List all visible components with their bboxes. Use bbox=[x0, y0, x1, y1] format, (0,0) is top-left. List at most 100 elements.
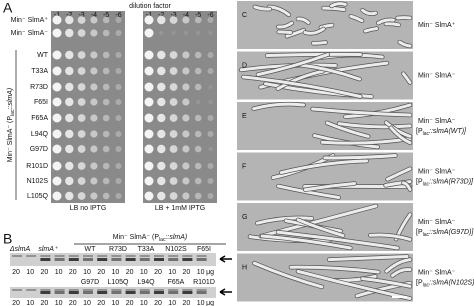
dilution-label: -5 bbox=[103, 12, 109, 19]
growth-spot bbox=[52, 66, 62, 76]
growth-spot bbox=[90, 98, 98, 106]
band bbox=[54, 291, 65, 294]
growth-spot bbox=[52, 82, 62, 92]
cell bbox=[252, 261, 324, 289]
growth-spot bbox=[144, 161, 154, 171]
growth-spot bbox=[194, 145, 202, 153]
label-subscript: lac bbox=[423, 131, 430, 137]
growth-spot bbox=[144, 191, 154, 201]
plate bbox=[143, 11, 217, 203]
growth-spot bbox=[207, 52, 214, 58]
row-label: R73D bbox=[30, 84, 48, 91]
growth-spot bbox=[77, 51, 86, 59]
band bbox=[182, 291, 193, 294]
dilution-label: -1 bbox=[146, 12, 152, 19]
band bbox=[139, 289, 150, 291]
growth-spot bbox=[207, 193, 214, 199]
band bbox=[154, 289, 164, 291]
cell bbox=[322, 6, 346, 12]
loading-amount: 10 bbox=[168, 269, 176, 276]
growth-spot bbox=[169, 162, 178, 170]
growth-spot bbox=[207, 163, 214, 169]
cell bbox=[265, 52, 362, 58]
loading-amount: 10 bbox=[55, 300, 63, 306]
cell bbox=[256, 53, 330, 77]
growth-spot bbox=[196, 31, 201, 35]
growth-spot bbox=[194, 51, 202, 59]
cell bbox=[385, 258, 412, 273]
growth-spot bbox=[102, 114, 110, 122]
band bbox=[68, 255, 79, 257]
band bbox=[40, 291, 51, 294]
cell bbox=[327, 255, 409, 262]
growth-spot bbox=[90, 162, 98, 170]
lane-label: WT bbox=[85, 246, 97, 253]
band bbox=[168, 255, 179, 257]
growth-spot bbox=[102, 29, 110, 37]
band bbox=[68, 258, 79, 261]
label-subscript: lac bbox=[423, 232, 430, 238]
lane-label: F65A bbox=[168, 279, 185, 286]
loading-amount: 20 bbox=[126, 300, 134, 306]
loading-amount: 10 bbox=[112, 300, 120, 306]
loading-amount: 10 bbox=[197, 300, 205, 306]
cell bbox=[296, 17, 310, 25]
band bbox=[182, 255, 193, 257]
label-part: [P bbox=[416, 128, 423, 135]
dilution-header: dilution factor bbox=[129, 3, 171, 10]
growth-spot bbox=[90, 114, 98, 122]
dilution-label: -2 bbox=[158, 12, 164, 19]
growth-spot bbox=[182, 16, 190, 24]
growth-spot bbox=[90, 83, 98, 91]
band bbox=[182, 289, 193, 291]
growth-spot bbox=[182, 51, 190, 59]
band bbox=[83, 289, 93, 291]
cell bbox=[276, 69, 325, 91]
growth-spot bbox=[208, 147, 213, 151]
growth-spot bbox=[182, 98, 190, 106]
dilution-label: -6 bbox=[207, 12, 213, 19]
growth-spot bbox=[115, 17, 122, 23]
growth-spot bbox=[65, 176, 74, 186]
row-label: N102S bbox=[27, 178, 49, 185]
band bbox=[68, 291, 79, 294]
cell bbox=[323, 154, 397, 160]
band bbox=[196, 291, 207, 294]
cell bbox=[276, 184, 341, 199]
loading-amount: 20 bbox=[126, 269, 134, 276]
growth-spot bbox=[115, 115, 122, 121]
growth-spot bbox=[182, 162, 190, 170]
loading-amount: 20 bbox=[69, 300, 77, 306]
growth-spot bbox=[208, 100, 213, 104]
panel-letter: B bbox=[3, 231, 12, 247]
growth-spot bbox=[115, 84, 122, 90]
growth-spot bbox=[77, 83, 86, 91]
growth-spot bbox=[102, 98, 110, 106]
band bbox=[196, 255, 207, 257]
loading-amount: 20 bbox=[69, 269, 77, 276]
strain-label: Min⁻ SlmA⁻ bbox=[418, 118, 456, 125]
growth-spot bbox=[102, 51, 110, 59]
row-label: F65I bbox=[34, 99, 48, 106]
dilution-label: -2 bbox=[66, 12, 72, 19]
group-label: Min⁻ SlmA⁻ (Plac::slmA) bbox=[113, 234, 187, 243]
dilution-label: -4 bbox=[183, 12, 189, 19]
cell bbox=[276, 21, 294, 29]
cell bbox=[376, 18, 395, 25]
loading-amount: 10 bbox=[83, 300, 91, 306]
growth-spot bbox=[115, 52, 122, 58]
lane-label: L94Q bbox=[137, 279, 155, 286]
growth-spot bbox=[77, 192, 86, 200]
unit: μg bbox=[206, 300, 214, 306]
lane-label: R101D bbox=[193, 279, 215, 286]
growth-spot bbox=[77, 29, 86, 37]
growth-spot bbox=[196, 100, 201, 104]
loading-amount: 10 bbox=[26, 300, 34, 306]
label-part: ::slmA(WT)] bbox=[429, 128, 467, 135]
growth-spot bbox=[52, 15, 62, 25]
growth-spot bbox=[194, 67, 202, 75]
band bbox=[125, 291, 136, 294]
growth-spot bbox=[169, 177, 178, 185]
growth-spot bbox=[169, 145, 178, 153]
